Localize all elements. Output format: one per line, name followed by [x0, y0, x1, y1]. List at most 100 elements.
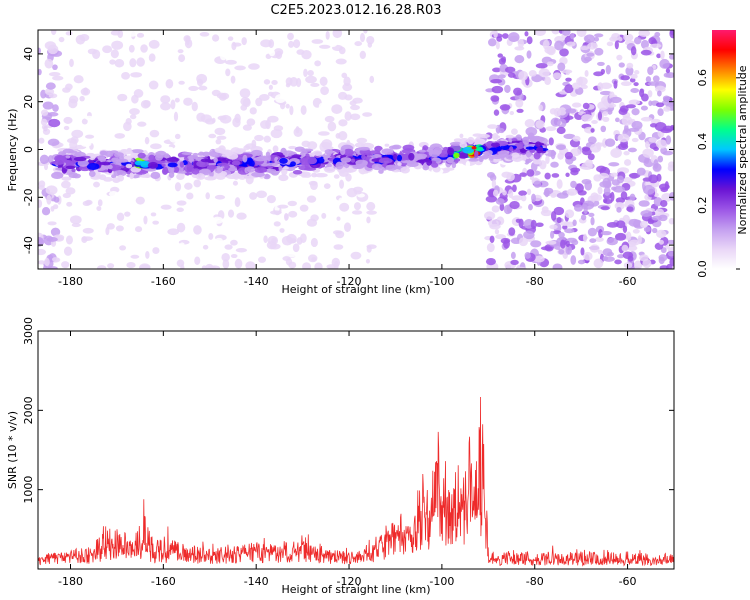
- heatmap-noise-cell: [589, 238, 596, 243]
- heatmap-noise-cell: [129, 45, 135, 53]
- heatmap-noise-cell: [503, 239, 510, 249]
- snr-frame: [38, 331, 674, 569]
- heatmap-noise-cell: [307, 196, 316, 203]
- heatmap-signal-cell: [495, 135, 500, 138]
- heatmap-noise-cell: [615, 40, 619, 49]
- heatmap-signal-cell: [207, 165, 217, 169]
- heatmap-noise-cell: [496, 198, 505, 205]
- heatmap-noise-cell: [342, 83, 352, 91]
- heatmap-noise-cell: [544, 46, 555, 54]
- heatmap-noise-cell: [356, 138, 367, 144]
- heatmap-noise-cell: [613, 80, 617, 88]
- heatmap-noise-cell: [588, 213, 594, 217]
- heatmap-noise-cell: [610, 173, 618, 177]
- heatmap-signal-cell: [526, 147, 535, 150]
- heatmap-noise-cell: [594, 48, 603, 56]
- heatmap-signal-cell: [61, 177, 71, 181]
- heatmap-noise-cell: [641, 117, 653, 122]
- heatmap-noise-cell: [247, 118, 256, 126]
- heatmap-noise-cell: [360, 33, 365, 42]
- heatmap-signal-cell: [382, 149, 394, 155]
- heatmap-noise-cell: [228, 209, 234, 217]
- heatmap-noise-cell: [339, 180, 344, 189]
- heatmap-noise-cell: [638, 30, 650, 37]
- heatmap-noise-cell: [366, 259, 370, 264]
- heatmap-noise-cell: [41, 119, 47, 126]
- heatmap-noise-cell: [484, 211, 495, 219]
- heatmap-noise-cell: [66, 202, 72, 207]
- y-tick-label: -20: [22, 188, 35, 206]
- heatmap-signal-cell: [454, 153, 460, 158]
- heatmap-noise-cell: [351, 252, 362, 260]
- heatmap-noise-cell: [641, 50, 652, 56]
- heatmap-noise-cell: [618, 143, 628, 150]
- heatmap-noise-cell: [61, 181, 71, 189]
- heatmap-noise-cell: [198, 86, 207, 91]
- heatmap-noise-cell: [130, 114, 136, 119]
- heatmap-noise-cell: [500, 104, 511, 110]
- heatmap-signal-cell: [407, 162, 419, 167]
- heatmap-noise-cell: [339, 203, 349, 212]
- heatmap-noise-cell: [565, 78, 572, 82]
- heatmap-noise-cell: [36, 249, 46, 255]
- heatmap-noise-cell: [508, 72, 516, 77]
- heatmap-noise-cell: [552, 173, 560, 178]
- heatmap-noise-cell: [551, 150, 556, 160]
- heatmap-noise-cell: [553, 263, 563, 271]
- heatmap-noise-cell: [354, 202, 361, 210]
- heatmap-noise-cell: [601, 69, 605, 75]
- heatmap-signal-cell: [131, 149, 144, 153]
- heatmap-signal-cell: [511, 152, 519, 157]
- heatmap-noise-cell: [264, 79, 270, 84]
- heatmap-noise-cell: [614, 260, 622, 265]
- heatmap-noise-cell: [235, 138, 246, 146]
- heatmap-signal-cell: [520, 149, 526, 153]
- heatmap-noise-cell: [297, 237, 303, 245]
- heatmap-noise-cell: [527, 50, 532, 58]
- heatmap-signal-cell: [87, 163, 100, 170]
- heatmap-noise-cell: [236, 248, 247, 253]
- heatmap-noise-cell: [126, 118, 132, 125]
- spectrogram-xlabel: Height of straight line (km): [281, 283, 430, 296]
- figure: C2E5.2023.012.16.28.R03 -180 -160 -140 -120…: [0, 0, 750, 600]
- heatmap-noise-cell: [331, 104, 342, 114]
- heatmap-noise-cell: [269, 85, 273, 90]
- heatmap-signal-cell: [235, 148, 246, 152]
- heatmap-noise-cell: [174, 112, 178, 122]
- heatmap-noise-cell: [193, 179, 201, 187]
- heatmap-signal-cell: [176, 173, 184, 180]
- heatmap-noise-cell: [254, 230, 261, 239]
- heatmap-signal-cell: [117, 175, 124, 182]
- heatmap-noise-cell: [516, 219, 521, 223]
- heatmap-noise-cell: [136, 197, 145, 205]
- heatmap-noise-cell: [150, 130, 160, 138]
- heatmap-noise-cell: [488, 38, 497, 46]
- heatmap-noise-cell: [212, 34, 219, 41]
- heatmap-noise-cell: [609, 91, 614, 97]
- heatmap-noise-cell: [51, 26, 56, 35]
- heatmap-noise-cell: [551, 118, 561, 127]
- heatmap-noise-cell: [321, 213, 326, 219]
- heatmap-noise-cell: [85, 135, 94, 139]
- heatmap-noise-cell: [325, 116, 335, 122]
- x-tick-label: -80: [526, 575, 544, 588]
- heatmap-noise-cell: [72, 223, 81, 227]
- heatmap-noise-cell: [601, 231, 612, 235]
- heatmap-signal-cell: [232, 161, 241, 166]
- heatmap-signal-cell: [351, 159, 355, 163]
- colorbar-label: Normalized spectral amplitude: [736, 65, 749, 234]
- spectrogram-panel: -180 -160 -140 -120 -100 -80 -60-40-2002040 He…: [6, 26, 679, 296]
- heatmap-noise-cell: [515, 99, 523, 108]
- heatmap-signal-cell: [213, 157, 218, 163]
- heatmap-signal-cell: [474, 151, 478, 159]
- heatmap-signal-cell: [51, 172, 63, 179]
- heatmap-noise-cell: [175, 98, 180, 103]
- heatmap-noise-cell: [301, 50, 311, 59]
- heatmap-noise-cell: [70, 215, 82, 224]
- heatmap-noise-cell: [354, 190, 362, 194]
- heatmap-signal-cell: [358, 147, 369, 151]
- heatmap-noise-cell: [319, 45, 330, 49]
- heatmap-signal-cell: [378, 169, 384, 174]
- heatmap-noise-cell: [311, 257, 316, 261]
- heatmap-noise-cell: [38, 138, 44, 144]
